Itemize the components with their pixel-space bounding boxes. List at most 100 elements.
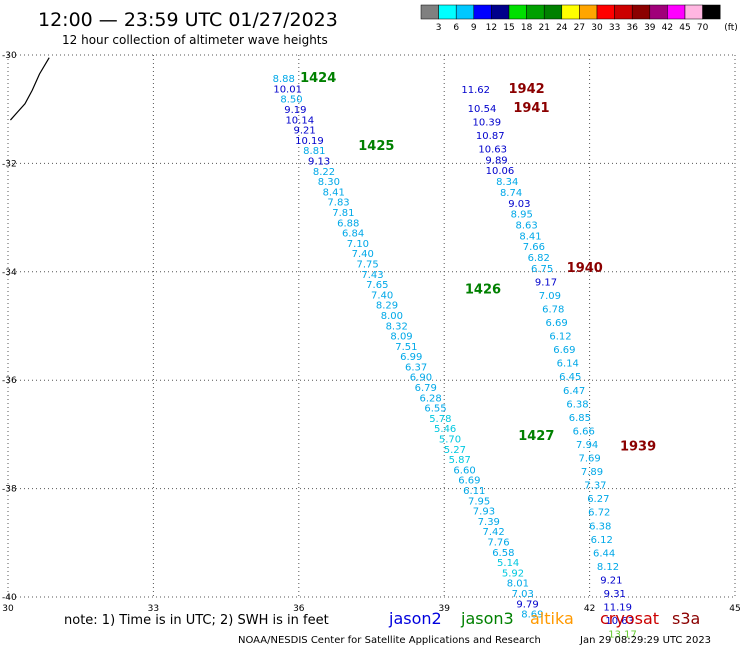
swh-value-label: 6.38 (566, 399, 588, 410)
swh-value-label: 5.92 (502, 568, 524, 579)
swh-value-label: 6.82 (528, 253, 550, 264)
swh-value-label: 8.81 (303, 146, 325, 157)
swh-value-label: 7.81 (332, 208, 354, 219)
satellite-legend: jason2 jason3 altika cryosat s3a (388, 609, 700, 628)
swh-value-label: 5.70 (439, 435, 461, 446)
y-tick-label: -38 (2, 485, 17, 495)
swh-value-label: 8.00 (381, 311, 403, 322)
swh-value-label: 6.12 (591, 535, 613, 546)
swh-value-label: 11.62 (461, 85, 490, 96)
legend-swatch (420, 4, 439, 20)
plot-axes: 30 33 36 39 42 45 -30 -32 -34 -36 -38 -40 (2, 51, 740, 614)
swh-value-label: 8.63 (515, 220, 537, 231)
swh-value-label: 8.01 (507, 579, 529, 590)
swh-value-label: 6.44 (593, 548, 615, 559)
legend-tick-label: 3 (436, 23, 442, 33)
swh-value-label: 6.47 (563, 386, 585, 397)
legend-swatch (508, 4, 527, 20)
swh-value-label: 6.85 (569, 413, 591, 424)
x-tick-label: 39 (438, 604, 450, 614)
swh-value-label: 6.78 (542, 304, 564, 315)
y-tick-label: -30 (2, 51, 17, 61)
swh-value-label: 6.69 (546, 318, 568, 329)
swh-value-label: 7.83 (327, 198, 349, 209)
swh-value-label: 8.88 (273, 74, 295, 85)
swh-value-label: 9.17 (535, 277, 557, 288)
y-tick-label: -32 (2, 159, 17, 169)
swh-value-label: 7.93 (473, 507, 495, 518)
swh-value-label: 8.12 (597, 562, 619, 573)
swh-value-label: 7.69 (578, 454, 600, 465)
swh-value-label: 10.54 (468, 104, 497, 115)
legend-swatch (491, 4, 510, 20)
swh-value-label: 8.41 (323, 187, 345, 198)
x-tick-label: 36 (293, 604, 305, 614)
legend-swatch (702, 4, 721, 20)
color-scale-legend: 3 6 9 12 15 18 21 24 27 30 33 36 39 42 45 70 (ft) (420, 4, 738, 33)
coastline (9, 57, 50, 121)
legend-swatch (614, 4, 633, 20)
swh-value-label: 6.38 (589, 521, 611, 532)
swh-value-label: 6.99 (400, 352, 422, 363)
swh-value-label: 6.72 (588, 508, 610, 519)
legend-tick-label: 12 (486, 23, 497, 33)
wave-height-marks: 8.8810.018.509.1910.149.2110.198.819.138… (273, 74, 637, 641)
swh-value-label: 7.89 (581, 467, 603, 478)
pass-number-label: 1941 (513, 101, 549, 116)
legend-tick-label: 33 (609, 23, 620, 33)
legend-swatch (543, 4, 563, 20)
pass-number-label: 1940 (567, 261, 603, 276)
swh-value-label: 6.58 (492, 548, 514, 559)
satellite-name-cryosat: cryosat (600, 609, 659, 628)
legend-swatch (649, 4, 668, 20)
pass-labels: 1424 1425 1426 1427 1942 1941 1940 1939 (300, 71, 656, 455)
swh-value-label: 6.60 (453, 465, 475, 476)
swh-value-label: 7.39 (478, 517, 500, 528)
swh-value-label: 9.19 (284, 105, 306, 116)
swh-value-label: 9.21 (293, 126, 315, 137)
swh-value-label: 10.39 (473, 117, 502, 128)
swh-value-label: 10.87 (476, 131, 505, 142)
legend-swatch (684, 4, 703, 20)
swh-value-label: 9.79 (516, 599, 538, 610)
swh-value-label: 7.40 (352, 249, 374, 260)
swh-value-label: 8.30 (318, 177, 340, 188)
plot-grid (7, 54, 736, 598)
swh-value-label: 7.10 (347, 239, 369, 250)
legend-tick-label: 42 (662, 23, 673, 33)
legend-tick-label: 15 (503, 23, 514, 33)
swh-value-label: 6.69 (458, 476, 480, 487)
swh-value-label: 6.88 (337, 218, 359, 229)
legend-swatch (667, 4, 686, 20)
swh-value-label: 8.74 (500, 188, 522, 199)
swh-value-label: 13.17 (608, 630, 637, 641)
x-tick-label: 42 (584, 604, 595, 614)
swh-value-label: 5.14 (497, 558, 519, 569)
satellite-name-altika: altika (530, 609, 574, 628)
swh-value-label: 10.63 (605, 616, 634, 627)
swh-value-label: 6.11 (463, 486, 485, 497)
swh-value-label: 6.14 (557, 359, 579, 370)
pass-number-label: 1425 (358, 139, 394, 154)
swh-value-label: 6.55 (424, 404, 446, 415)
swh-value-label: 7.94 (576, 440, 598, 451)
legend-swatch (579, 4, 598, 20)
y-tick-label: -36 (2, 376, 17, 386)
swh-value-label: 6.79 (415, 383, 437, 394)
y-tick-label: -34 (2, 268, 17, 278)
legend-tick-label: 21 (538, 23, 549, 33)
swh-value-label: 6.66 (573, 426, 595, 437)
x-tick-label: 45 (729, 604, 740, 614)
swh-value-label: 6.75 (531, 264, 553, 275)
legend-swatch (526, 4, 545, 20)
satellite-name-s3a: s3a (672, 609, 700, 628)
swh-value-label: 7.42 (483, 527, 505, 538)
swh-value-label: 6.28 (419, 393, 441, 404)
y-tick-label: -40 (2, 593, 17, 603)
swh-value-label: 9.03 (508, 199, 530, 210)
swh-value-label: 8.29 (376, 301, 398, 312)
note-text: note: 1) Time is in UTC; 2) SWH is in fe… (64, 613, 329, 628)
swh-value-label: 10.19 (295, 136, 324, 147)
timestamp-text: Jan 29 08:29:29 UTC 2023 (579, 635, 711, 646)
